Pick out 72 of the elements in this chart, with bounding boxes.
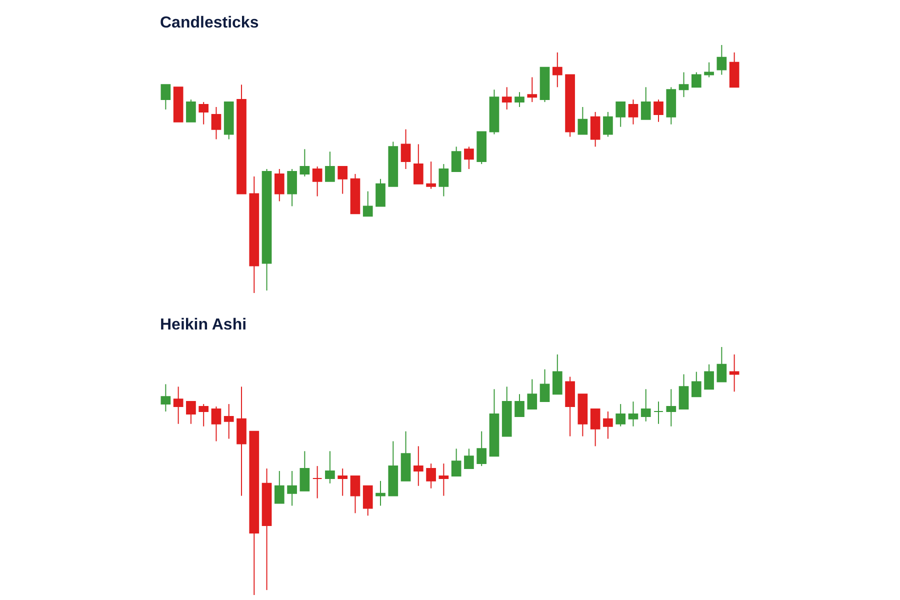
candlestick (426, 161, 436, 190)
candlestick (186, 401, 196, 424)
candlestick (476, 430, 487, 467)
candlestick (464, 448, 474, 470)
candlestick (160, 384, 171, 412)
candlestick (413, 446, 424, 486)
chart-title: Candlesticks (160, 14, 259, 32)
candlestick (362, 485, 373, 516)
candlestick (691, 371, 702, 398)
candlestick (300, 148, 310, 177)
candlestick (338, 166, 348, 194)
candlestick (274, 168, 284, 202)
candlestick (350, 475, 360, 514)
candlestick (527, 378, 538, 410)
candlestick (640, 388, 651, 422)
candlestick (400, 128, 411, 170)
candlestick (552, 354, 562, 395)
candlestick (198, 102, 209, 125)
candlestick (729, 354, 740, 392)
candlestick (578, 106, 588, 135)
candlestick (438, 463, 449, 496)
candlestick (451, 146, 462, 172)
candlestick (716, 346, 727, 382)
candlestick (616, 102, 626, 128)
candlestick (376, 480, 386, 506)
candlestick (704, 62, 714, 78)
candlestick (678, 72, 689, 98)
candlestick (312, 166, 322, 197)
candlestick (590, 111, 600, 148)
candlestick (451, 448, 462, 476)
candlestick (654, 401, 664, 424)
candlestick (198, 404, 209, 427)
candlestick (186, 99, 196, 122)
candlestick (464, 146, 474, 170)
candlestick (224, 404, 234, 440)
candlestick (325, 450, 335, 484)
candlestick (426, 463, 436, 489)
candlestick (413, 144, 424, 184)
candlestick (325, 151, 335, 182)
candlestick (376, 178, 386, 207)
candlestick (287, 470, 297, 506)
chart-title: Heikin Ashi (160, 316, 247, 334)
candlestick (211, 106, 222, 140)
candlestick (678, 374, 689, 410)
candlestick (704, 364, 714, 390)
candlestick (362, 190, 373, 217)
candlestick (338, 468, 348, 496)
candlestick (628, 99, 638, 125)
candlestick (173, 386, 184, 424)
candlestick (640, 86, 651, 120)
candlestick (514, 92, 524, 108)
candlestick (527, 76, 538, 103)
candlestick (603, 410, 613, 440)
candlestick (616, 404, 626, 427)
candlestick (438, 164, 449, 197)
candlestick (540, 368, 550, 402)
candlestick (552, 52, 562, 88)
candlestick (312, 466, 322, 499)
candlestick (300, 450, 310, 492)
candlestick (628, 401, 638, 427)
candlestick (274, 470, 284, 504)
candlestick (514, 394, 524, 417)
candlestick (666, 388, 676, 427)
candlestick (160, 84, 171, 110)
candlestick (211, 406, 222, 442)
candlestick (654, 99, 664, 122)
candlestick (287, 168, 297, 207)
candlestick (590, 408, 600, 447)
candlestick (691, 72, 702, 88)
candlestick (502, 86, 512, 110)
candlestick (716, 44, 727, 76)
candlestick (603, 111, 613, 138)
